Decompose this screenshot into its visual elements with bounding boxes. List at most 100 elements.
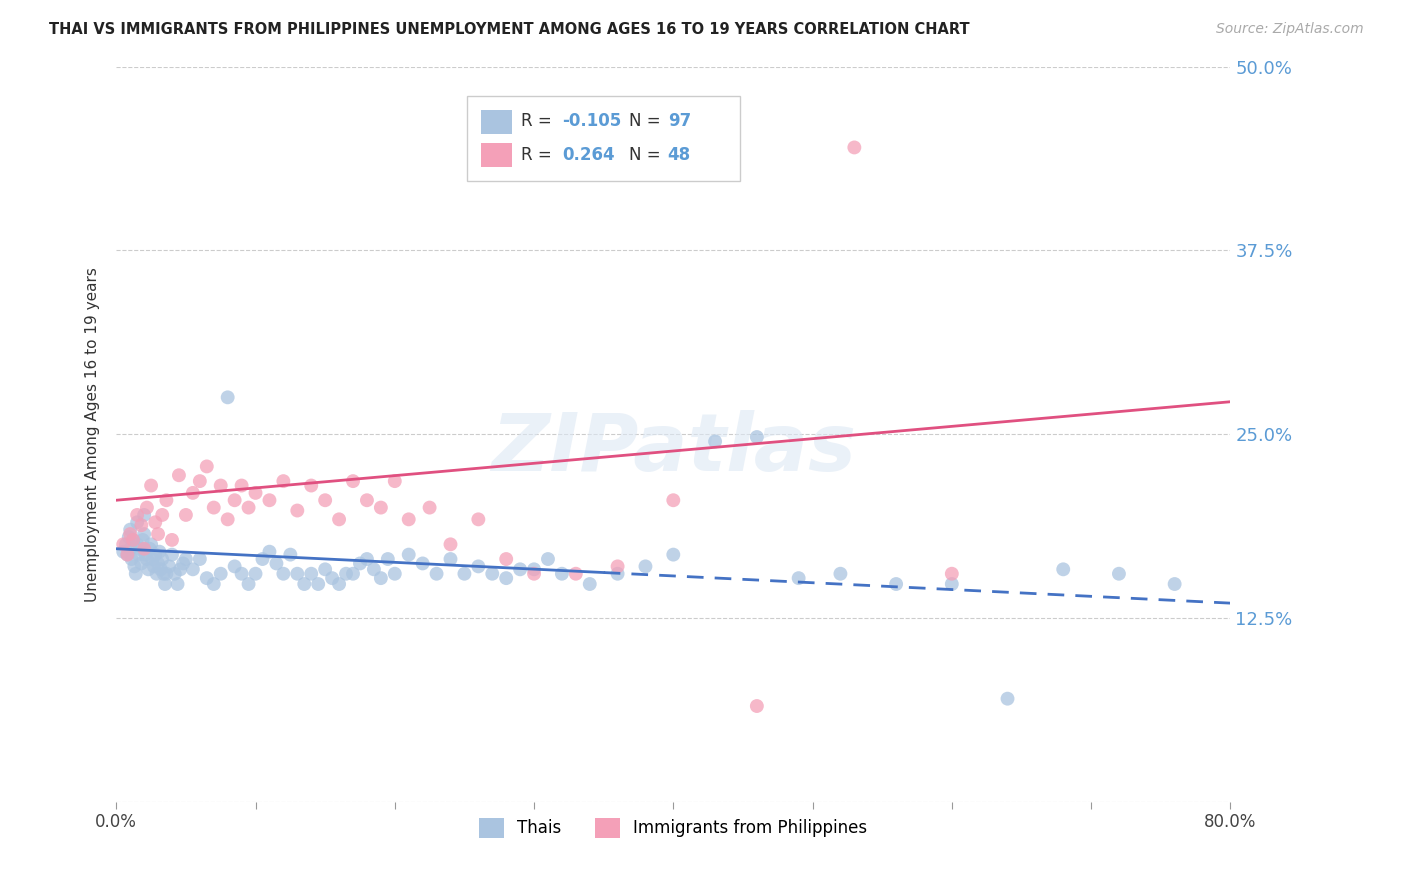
Point [136, 562, 159, 576]
Point [377, 552, 399, 566]
Point [662, 548, 685, 562]
Point [292, 577, 315, 591]
Point [202, 500, 225, 515]
Point [384, 474, 406, 488]
Point [174, 508, 197, 522]
Point [426, 566, 449, 581]
Point [150, 552, 173, 566]
Point [148, 544, 170, 558]
Point [112, 537, 135, 551]
Point [124, 559, 146, 574]
Point [120, 527, 142, 541]
Point [202, 577, 225, 591]
Point [273, 474, 295, 488]
Point [134, 508, 156, 522]
Point [209, 478, 232, 492]
Point [181, 562, 204, 576]
Point [167, 468, 190, 483]
Point [266, 557, 288, 571]
Point [217, 390, 239, 404]
Point [141, 552, 163, 566]
Point [439, 537, 461, 551]
Point [209, 566, 232, 581]
Point [245, 486, 267, 500]
Point [299, 566, 322, 581]
Y-axis label: Unemployment Among Ages 16 to 19 years: Unemployment Among Ages 16 to 19 years [86, 267, 100, 601]
Point [398, 512, 420, 526]
Point [238, 500, 260, 515]
Point [523, 566, 546, 581]
Point [157, 559, 180, 574]
Point [419, 500, 441, 515]
Point [120, 541, 142, 556]
Point [495, 552, 517, 566]
Point [131, 518, 153, 533]
Point [195, 459, 218, 474]
Point [412, 557, 434, 571]
Point [1052, 562, 1074, 576]
Point [314, 562, 336, 576]
Point [363, 562, 385, 576]
Point [163, 566, 186, 581]
Text: N =: N = [628, 145, 665, 164]
Text: 97: 97 [668, 112, 690, 130]
Point [745, 430, 768, 444]
Point [188, 552, 211, 566]
Point [146, 557, 169, 571]
Text: N =: N = [628, 112, 665, 130]
Point [134, 527, 156, 541]
Point [135, 552, 157, 566]
Point [1163, 577, 1185, 591]
Point [152, 566, 174, 581]
Point [578, 577, 600, 591]
Point [139, 537, 162, 551]
Point [142, 559, 165, 574]
Point [509, 562, 531, 576]
Point [231, 566, 253, 581]
Point [115, 537, 138, 551]
Text: ZIPatlas: ZIPatlas [491, 409, 856, 488]
Point [830, 566, 852, 581]
Point [453, 566, 475, 581]
Point [117, 548, 139, 562]
Point [884, 577, 907, 591]
Point [370, 500, 392, 515]
Point [481, 566, 503, 581]
Point [160, 548, 183, 562]
FancyBboxPatch shape [467, 96, 740, 180]
Point [565, 566, 588, 581]
Point [634, 559, 657, 574]
Point [127, 537, 149, 551]
Point [139, 478, 162, 492]
Point [384, 566, 406, 581]
Point [342, 566, 364, 581]
Point [356, 552, 378, 566]
Point [145, 566, 167, 581]
Point [143, 516, 166, 530]
Point [259, 544, 281, 558]
Point [299, 478, 322, 492]
Point [127, 508, 149, 522]
Point [224, 493, 246, 508]
Point [155, 566, 177, 581]
Point [150, 508, 173, 522]
Point [129, 541, 152, 556]
Point [181, 486, 204, 500]
Point [160, 533, 183, 547]
Point [121, 552, 143, 566]
Point [745, 699, 768, 714]
Text: -0.105: -0.105 [562, 112, 621, 130]
Point [941, 577, 963, 591]
Point [285, 566, 308, 581]
Point [131, 557, 153, 571]
Point [467, 559, 489, 574]
Point [1108, 566, 1130, 581]
Point [125, 566, 148, 581]
Point [370, 571, 392, 585]
Point [172, 557, 194, 571]
Point [467, 512, 489, 526]
Point [188, 474, 211, 488]
Point [174, 552, 197, 566]
Point [941, 566, 963, 581]
Text: R =: R = [520, 112, 557, 130]
